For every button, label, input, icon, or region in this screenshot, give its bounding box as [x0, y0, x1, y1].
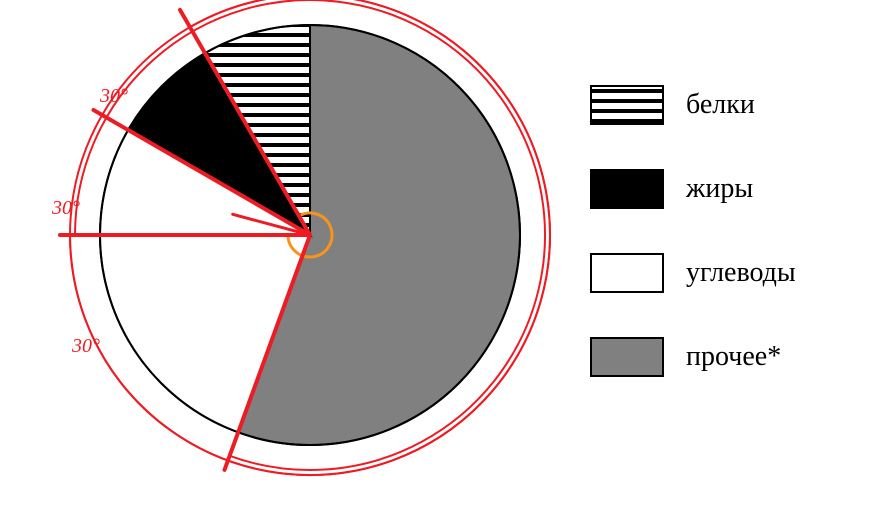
legend: белки жиры углеводы прочее*	[590, 85, 796, 377]
legend-swatch-proteins	[590, 85, 664, 125]
legend-item-other: прочее*	[590, 337, 796, 377]
angle-label: 30°	[72, 335, 100, 358]
legend-label-carbs: углеводы	[686, 257, 796, 289]
angle-label: 30°	[52, 197, 80, 220]
legend-label-proteins: белки	[686, 89, 755, 121]
legend-swatch-other	[590, 337, 664, 377]
legend-label-fats: жиры	[686, 173, 753, 205]
legend-swatch-carbs	[590, 253, 664, 293]
angle-label: 30°	[100, 85, 128, 108]
legend-item-proteins: белки	[590, 85, 796, 125]
legend-item-fats: жиры	[590, 169, 796, 209]
legend-item-carbs: углеводы	[590, 253, 796, 293]
chart-stage: белки жиры углеводы прочее* 30° 30° 30°	[0, 0, 889, 512]
legend-label-other: прочее*	[686, 341, 781, 373]
legend-swatch-fats	[590, 169, 664, 209]
